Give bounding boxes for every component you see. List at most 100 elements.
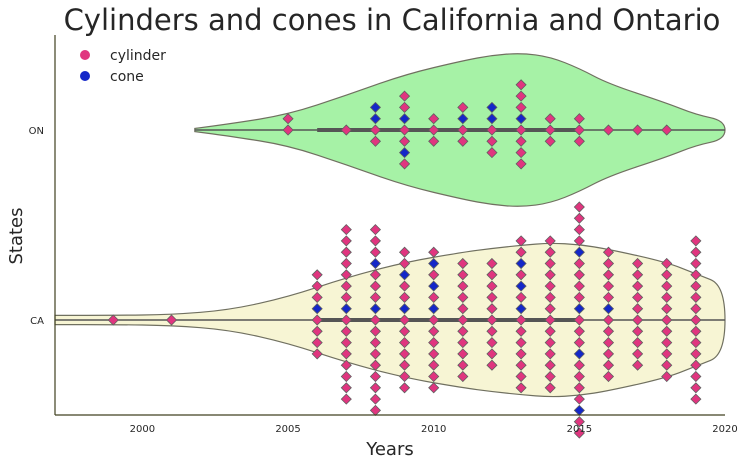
cylinder-point-on-2007 [340, 124, 352, 136]
cylinder-point-ca-2019 [690, 370, 702, 383]
cylinder-point-ca-2014 [544, 325, 556, 337]
cylinder-point-ca-2008 [369, 370, 382, 383]
cylinder-point-ca-2014 [544, 348, 556, 360]
cylinder-point-on-2010 [428, 135, 440, 147]
cylinder-point-ca-2017 [632, 291, 644, 303]
cone-point-ca-2015 [573, 303, 585, 315]
cylinder-point-ca-2010 [428, 348, 440, 360]
cylinder-point-ca-2019 [690, 337, 702, 349]
cylinder-point-ca-2007 [340, 337, 352, 349]
cylinder-point-on-2011 [457, 135, 469, 147]
cylinder-point-ca-2007 [340, 359, 352, 371]
cylinder-point-ca-2011 [457, 314, 469, 326]
cylinder-point-ca-2013 [515, 325, 527, 337]
cone-point-on-2013 [515, 113, 527, 125]
cylinder-point-ca-2019 [690, 235, 702, 247]
cylinder-point-ca-2012 [486, 359, 498, 371]
cylinder-point-ca-2019 [690, 246, 702, 258]
cylinder-point-ca-2013 [515, 337, 527, 349]
cylinder-point-ca-2010 [428, 325, 440, 337]
cylinder-point-ca-2017 [632, 325, 644, 337]
cylinder-point-ca-2011 [457, 257, 469, 270]
cone-point-ca-2009 [398, 303, 411, 315]
cylinder-point-ca-2016 [602, 359, 615, 371]
cylinder-point-ca-2013 [515, 348, 527, 360]
cylinder-point-ca-2015 [573, 201, 585, 213]
cylinder-point-ca-2019 [690, 348, 702, 360]
x-tick-label: 2005 [275, 424, 300, 435]
cylinder-point-ca-2015 [573, 359, 585, 371]
cylinder-point-on-2014 [544, 135, 556, 147]
x-tick-label: 2000 [130, 424, 155, 435]
cylinder-point-ca-2013 [515, 269, 527, 281]
cylinder-point-ca-2008 [369, 359, 382, 371]
cylinder-point-ca-2006 [311, 314, 323, 326]
cylinder-point-on-2013 [515, 90, 527, 102]
cylinder-point-ca-2009 [398, 348, 411, 360]
cylinder-point-ca-2015 [573, 224, 585, 236]
cylinder-point-ca-2008 [369, 246, 382, 258]
cylinder-point-ca-2010 [428, 314, 440, 326]
cylinder-point-on-2013 [515, 124, 527, 136]
cylinder-point-ca-2006 [311, 269, 323, 281]
cylinder-point-ca-2014 [544, 337, 556, 349]
cylinder-point-ca-2018 [661, 337, 673, 349]
cylinder-point-on-2009 [398, 90, 411, 102]
cylinder-point-ca-2011 [457, 325, 469, 337]
cylinder-point-ca-2010 [428, 246, 440, 258]
cylinder-point-ca-2009 [398, 314, 411, 326]
cylinder-point-ca-2008 [369, 269, 382, 281]
cylinder-point-ca-2015 [573, 314, 585, 326]
cylinder-point-ca-2016 [602, 314, 615, 326]
points-layer [107, 79, 702, 439]
cylinder-point-ca-2019 [690, 314, 702, 326]
cylinder-point-on-2012 [486, 147, 498, 159]
cylinder-point-ca-2011 [457, 280, 469, 292]
cylinder-point-ca-2013 [515, 291, 527, 303]
cylinder-point-on-2013 [515, 101, 527, 113]
cylinder-point-on-2012 [486, 135, 498, 147]
cylinder-point-ca-2014 [544, 359, 556, 371]
cylinder-point-ca-2015 [573, 370, 585, 383]
cylinder-point-ca-2008 [369, 348, 382, 360]
cylinder-point-on-2011 [457, 101, 469, 113]
cylinder-point-ca-2013 [515, 382, 527, 394]
cone-point-ca-2010 [428, 303, 440, 315]
cylinder-point-ca-2007 [340, 348, 352, 360]
cylinder-point-on-2013 [515, 158, 527, 170]
cylinder-point-ca-2001 [165, 314, 178, 326]
x-tick-label: 2020 [712, 424, 737, 435]
y-tick-label-ca: CA [30, 316, 44, 327]
cylinder-point-ca-2019 [690, 291, 702, 303]
cylinder-point-ca-2013 [515, 359, 527, 371]
cylinder-point-ca-2017 [632, 280, 644, 292]
cone-point-on-2008 [369, 113, 382, 125]
cylinder-point-ca-2009 [398, 382, 411, 394]
legend-marker-cone [80, 71, 90, 81]
cone-point-ca-2015 [573, 404, 585, 416]
cylinder-point-on-2008 [369, 124, 382, 136]
cylinder-point-ca-2012 [486, 337, 498, 349]
cone-point-on-2012 [486, 113, 498, 125]
cylinder-point-ca-2019 [690, 303, 702, 315]
cylinder-point-ca-2012 [486, 280, 498, 292]
y-tick-label-on: ON [29, 126, 44, 137]
cylinder-point-on-2011 [457, 124, 469, 136]
cylinder-point-on-2013 [515, 135, 527, 147]
cone-point-ca-2010 [428, 280, 440, 292]
cylinder-point-ca-2008 [369, 314, 382, 326]
cylinder-point-ca-2015 [573, 325, 585, 337]
cylinder-point-ca-2007 [340, 269, 352, 281]
cylinder-point-ca-2007 [340, 314, 352, 326]
cylinder-point-ca-2009 [398, 257, 411, 270]
cylinder-point-ca-2011 [457, 269, 469, 281]
legend: cylinder cone [80, 48, 166, 85]
cylinder-point-ca-2012 [486, 314, 498, 326]
cone-point-ca-2010 [428, 257, 440, 270]
cylinder-point-ca-2014 [544, 235, 556, 247]
cone-point-on-2008 [369, 101, 382, 113]
cylinder-point-ca-2008 [369, 382, 382, 394]
cylinder-point-ca-2007 [340, 382, 352, 394]
cone-point-ca-2015 [573, 348, 585, 360]
cylinder-point-ca-2018 [661, 348, 673, 360]
